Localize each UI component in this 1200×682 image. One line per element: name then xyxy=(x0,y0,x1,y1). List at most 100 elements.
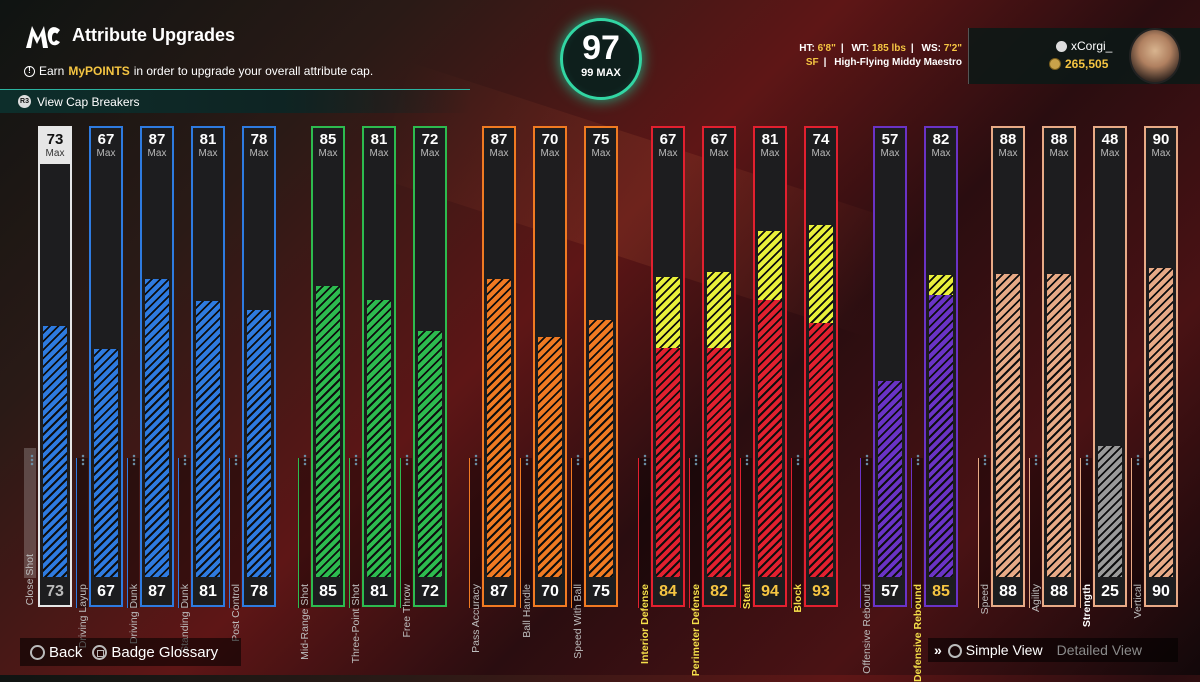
attribute-bar-steal[interactable]: 81 Max 94 xyxy=(753,126,787,607)
attribute-name: Speed xyxy=(979,584,991,615)
attribute-max-value: 81 xyxy=(199,131,217,148)
attribute-max-label: Max xyxy=(591,148,611,159)
view-cap-breakers-button[interactable]: R3 View Cap Breakers xyxy=(0,89,470,113)
attribute-name: Driving Dunk xyxy=(128,584,140,645)
attribute-bar-vertical[interactable]: 90 Max 90 xyxy=(1144,126,1178,607)
attribute-max-label: Max xyxy=(540,148,560,159)
attribute-dots xyxy=(643,454,647,466)
info-icon: ! xyxy=(24,65,35,77)
attribute-bar-block[interactable]: 74 Max 93 xyxy=(804,126,838,607)
attribute-max-label: Max xyxy=(147,148,167,159)
attribute-max-label: Max xyxy=(1151,148,1171,159)
attribute-name: Three-Point Shot xyxy=(350,584,362,664)
attribute-max-label: Max xyxy=(198,148,218,159)
mypoints-info: ! Earn MyPOINTS in order to upgrade your… xyxy=(24,64,373,78)
attribute-fill xyxy=(418,331,442,577)
attribute-bar-interior-defense[interactable]: 67 Max 84 xyxy=(651,126,685,607)
attribute-name-tab: Driving Dunk xyxy=(127,458,140,644)
attribute-boost-fill xyxy=(656,277,680,348)
attribute-dots xyxy=(1034,454,1038,466)
attribute-current-value: 25 xyxy=(1101,583,1119,600)
attribute-bar-speed[interactable]: 88 Max 88 xyxy=(991,126,1025,607)
attribute-current-value: 81 xyxy=(199,583,217,600)
attribute-current-value: 85 xyxy=(932,583,950,600)
attribute-fill xyxy=(589,320,613,577)
back-button[interactable]: Back xyxy=(30,644,82,661)
attribute-fill xyxy=(487,279,511,577)
psn-icon xyxy=(1056,40,1067,52)
attribute-name-tab: Post Control xyxy=(229,458,242,642)
attribute-dots xyxy=(916,454,920,466)
attribute-max-label: Max xyxy=(658,148,678,159)
attribute-name: Speed With Ball xyxy=(572,584,584,659)
attribute-max-value: 81 xyxy=(761,131,779,148)
attribute-bar-driving-layup[interactable]: 67 Max 67 xyxy=(89,126,123,607)
attribute-bar-driving-dunk[interactable]: 87 Max 87 xyxy=(140,126,174,607)
badge-glossary-label: Badge Glossary xyxy=(111,643,219,661)
attribute-max-value: 88 xyxy=(1050,131,1068,148)
attribute-bar-mid-range-shot[interactable]: 85 Max 85 xyxy=(311,126,345,607)
attribute-name-tab: Strength xyxy=(1080,458,1093,627)
attribute-bar-speed-with-ball[interactable]: 75 Max 75 xyxy=(584,126,618,607)
attribute-max-label: Max xyxy=(420,148,440,159)
attribute-name-tab: Defensive Rebound xyxy=(911,458,924,682)
attribute-max-value: 57 xyxy=(881,131,899,148)
attribute-fill xyxy=(43,326,67,577)
attribute-name: Interior Defense xyxy=(639,584,651,664)
attribute-dots xyxy=(1136,454,1140,466)
attribute-name: Defensive Rebound xyxy=(912,584,924,682)
attribute-bar-defensive-rebound[interactable]: 82 Max 85 xyxy=(924,126,958,607)
attribute-bar-close-shot[interactable]: 73 Max 73 xyxy=(38,126,72,607)
attribute-bar-post-control[interactable]: 78 Max 78 xyxy=(242,126,276,607)
badge-glossary-button[interactable]: Badge Glossary xyxy=(92,644,218,661)
wingspan-label: WS: xyxy=(921,43,941,54)
attribute-bar-agility[interactable]: 88 Max 88 xyxy=(1042,126,1076,607)
attribute-fill xyxy=(1098,446,1122,577)
attribute-name-tab: Free Throw xyxy=(400,458,413,638)
attribute-name: Steal xyxy=(741,584,753,610)
attribute-max-label: Max xyxy=(318,148,338,159)
archetype-value: High-Flying Middy Maestro xyxy=(834,57,962,68)
attribute-max-label: Max xyxy=(45,148,65,159)
attribute-current-value: 81 xyxy=(370,583,388,600)
attribute-name: Mid-Range Shot xyxy=(299,584,311,660)
vc-amount: 265,505 xyxy=(1065,57,1109,71)
attribute-bar-ball-handle[interactable]: 70 Max 70 xyxy=(533,126,567,607)
attribute-boost-fill xyxy=(758,231,782,300)
attribute-max-label: Max xyxy=(998,148,1018,159)
attribute-bar-strength[interactable]: 48 Max 25 xyxy=(1093,126,1127,607)
attribute-name: Vertical xyxy=(1132,584,1144,619)
vc-balance: 265,505 xyxy=(1049,57,1108,71)
attribute-dots xyxy=(405,454,409,466)
attribute-name-tab: Steal xyxy=(740,458,753,610)
attribute-bar-offensive-rebound[interactable]: 57 Max 57 xyxy=(873,126,907,607)
attribute-name-tab: Mid-Range Shot xyxy=(298,458,311,660)
attribute-bar-pass-accuracy[interactable]: 87 Max 87 xyxy=(482,126,516,607)
attribute-current-value: 73 xyxy=(46,583,64,600)
attribute-name: Strength xyxy=(1081,584,1093,628)
attribute-current-value: 88 xyxy=(1050,583,1068,600)
attribute-max-value: 75 xyxy=(592,131,610,148)
wingspan-value: 7'2" xyxy=(943,43,962,54)
page-title: Attribute Upgrades xyxy=(72,25,236,45)
attribute-name-tab: Speed xyxy=(978,458,991,614)
attribute-bar-standing-dunk[interactable]: 81 Max 81 xyxy=(191,126,225,607)
attribute-name-tab: Speed With Ball xyxy=(571,458,584,659)
attribute-bar-free-throw[interactable]: 72 Max 72 xyxy=(413,126,447,607)
overall-rating-badge: 97 99 MAX xyxy=(560,18,642,100)
attribute-current-value: 85 xyxy=(319,583,337,600)
attribute-max-value: 70 xyxy=(541,131,559,148)
attribute-fill xyxy=(316,286,340,577)
attribute-bar-three-point-shot[interactable]: 81 Max 81 xyxy=(362,126,396,607)
attribute-dots xyxy=(30,454,34,466)
attribute-fill xyxy=(929,295,953,577)
attribute-bar-perimeter-defense[interactable]: 67 Max 82 xyxy=(702,126,736,607)
attribute-fill xyxy=(367,300,391,577)
simple-view-button[interactable]: Simple View xyxy=(947,642,1043,659)
attribute-current-value: 88 xyxy=(999,583,1017,600)
attribute-fill xyxy=(196,301,220,577)
attribute-name-tab: Three-Point Shot xyxy=(349,458,362,663)
triangle-button-icon xyxy=(947,644,962,659)
detailed-view-button[interactable]: Detailed View xyxy=(1056,642,1142,658)
